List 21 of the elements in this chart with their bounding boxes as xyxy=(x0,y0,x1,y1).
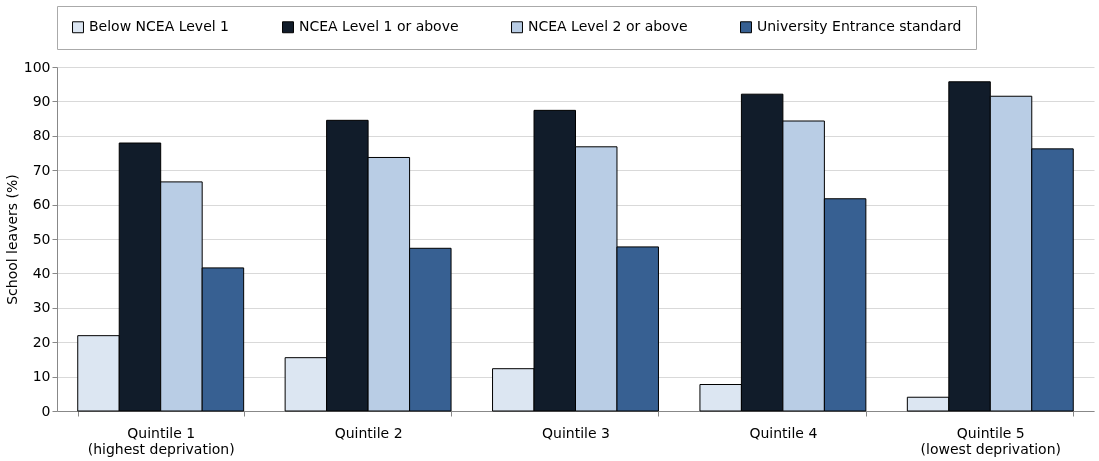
y-tick-label: 100 xyxy=(23,58,51,75)
legend-label: NCEA Level 2 or above xyxy=(528,18,688,35)
x-tick-label: Quintile 3 xyxy=(542,424,610,441)
y-tick-label: 10 xyxy=(32,368,51,385)
x-tick-label: Quintile 1 (highest deprivation) xyxy=(87,424,235,457)
y-tick-label: 80 xyxy=(32,127,51,144)
y-tick-label: 90 xyxy=(32,92,51,109)
y-tick-label: 50 xyxy=(32,230,51,247)
legend-label: Below NCEA Level 1 xyxy=(89,18,230,35)
x-tick-label: Quintile 5 (lowest deprivation) xyxy=(920,424,1061,457)
y-tick-label: 70 xyxy=(32,161,51,178)
y-tick-label: 20 xyxy=(32,333,51,350)
y-tick-label: 60 xyxy=(32,196,51,213)
legend-label: NCEA Level 1 or above xyxy=(299,18,459,35)
y-tick-label: 40 xyxy=(32,264,51,281)
x-tick-label: Quintile 4 xyxy=(749,424,818,441)
x-tick-label: Quintile 2 xyxy=(334,424,403,441)
legend-label: University Entrance standard xyxy=(757,18,962,35)
y-tick-label: 30 xyxy=(32,299,51,316)
y-tick-label: 0 xyxy=(41,402,51,419)
y-axis-title: School leavers (%) xyxy=(3,174,20,305)
